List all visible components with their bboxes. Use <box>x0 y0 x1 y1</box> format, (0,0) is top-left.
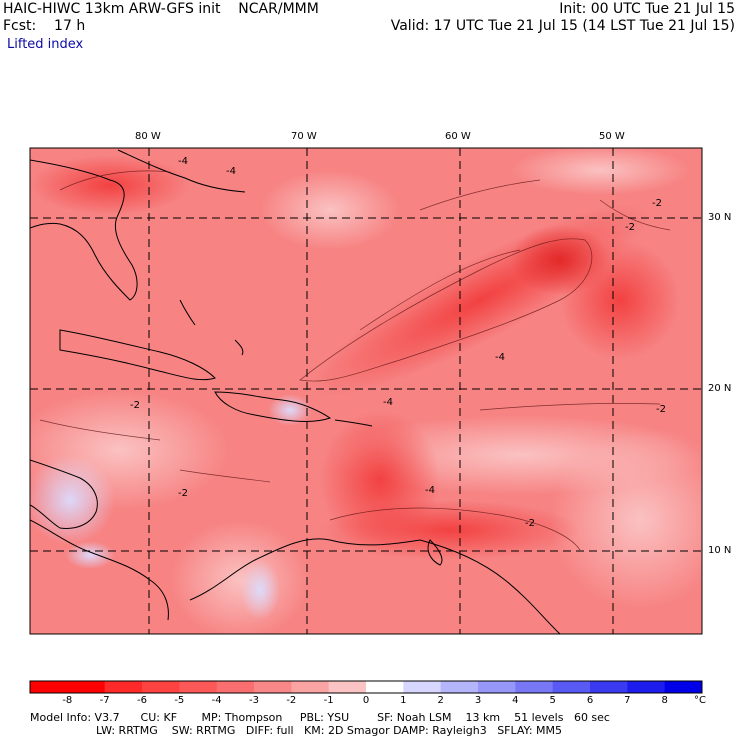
colorbar-box <box>366 681 404 693</box>
forecast-hour: Fcst: 17 h <box>3 18 86 34</box>
contour-label: -4 <box>425 485 435 496</box>
coastlines <box>30 149 561 634</box>
contour-label: -4 <box>383 397 393 408</box>
colorbar-tick-label: -5 <box>174 695 185 706</box>
model-title: HAIC-HIWC 13km ARW-GFS init NCAR/MMM <box>3 1 319 17</box>
lifted-index-field <box>30 148 702 634</box>
colorbar-box <box>552 681 591 693</box>
field-name: Lifted index <box>7 37 84 52</box>
colorbar-box <box>627 681 666 693</box>
colorbar-tick-label: 8 <box>661 695 668 706</box>
colorbar-tick-label: -1 <box>323 695 334 706</box>
colorbar-tick-label: 5 <box>549 695 556 706</box>
contour-label: -4 <box>495 352 505 363</box>
contour-label: -2 <box>625 222 635 233</box>
colorbar-tick-label: 7 <box>624 695 631 706</box>
colorbar-box <box>254 681 292 693</box>
colorbar-box <box>590 681 628 693</box>
contour-label: -4 <box>226 166 236 177</box>
colorbar-tick-label: 2 <box>437 695 444 706</box>
contour-label: -2 <box>130 400 140 411</box>
lon-label-70w: 70 W <box>291 131 317 142</box>
colorbar-box <box>328 681 367 693</box>
colorbar-box <box>403 681 442 693</box>
map-frame <box>29 147 703 635</box>
colorbar-box <box>216 681 255 693</box>
lon-label-60w: 60 W <box>445 131 471 142</box>
colorbar-box <box>664 681 703 693</box>
colorbar-tick-label: -7 <box>99 695 110 706</box>
colorbar-box <box>515 681 554 693</box>
colorbar-tick-label: -4 <box>211 695 222 706</box>
physics-info-line: LW: RRTMG SW: RRTMG DIFF: full KM: 2D Sm… <box>96 724 562 737</box>
colorbar-tick-label: -8 <box>62 695 73 706</box>
contour-label: -2 <box>656 404 666 415</box>
colorbar-tick-label: -6 <box>137 695 147 706</box>
lat-lon-grid <box>30 148 702 634</box>
lon-label-80w: 80 W <box>135 131 161 142</box>
contour-label: -4 <box>178 156 188 167</box>
valid-time: Valid: 17 UTC Tue 21 Jul 15 (14 LST Tue … <box>390 18 735 34</box>
model-info-line: Model Info: V3.7 CU: KF MP: Thompson PBL… <box>30 711 610 724</box>
colorbar-box <box>291 681 330 693</box>
colorbar-tick-label: 0 <box>362 695 370 706</box>
colorbar-box <box>478 681 516 693</box>
colorbar-tick-label: 1 <box>400 695 407 706</box>
contour-lines <box>39 170 671 551</box>
lat-label-10n: 10 N <box>708 545 732 556</box>
colorbar-box <box>179 681 218 693</box>
contour-label: -2 <box>525 518 535 529</box>
colorbar-tick-label: -3 <box>249 695 259 706</box>
colorbar-tick-label: 4 <box>512 695 519 706</box>
colorbar-box <box>67 681 106 693</box>
contour-label: -2 <box>652 198 662 209</box>
colorbar-tick-label: 6 <box>586 695 594 706</box>
colorbar-box <box>440 681 479 693</box>
colorbar-box <box>104 681 143 693</box>
lon-label-50w: 50 W <box>599 131 625 142</box>
lat-label-30n: 30 N <box>708 212 732 223</box>
colorbar <box>30 681 703 693</box>
colorbar-box <box>142 681 180 693</box>
init-time: Init: 00 UTC Tue 21 Jul 15 <box>559 1 735 17</box>
colorbar-unit: °C <box>694 695 706 706</box>
lat-label-20n: 20 N <box>708 383 732 394</box>
colorbar-frame <box>29 680 703 694</box>
colorbar-tick-label: -2 <box>286 695 297 706</box>
colorbar-tick-label: 3 <box>474 695 482 706</box>
contour-label: -2 <box>178 488 188 499</box>
colorbar-box <box>30 681 68 693</box>
